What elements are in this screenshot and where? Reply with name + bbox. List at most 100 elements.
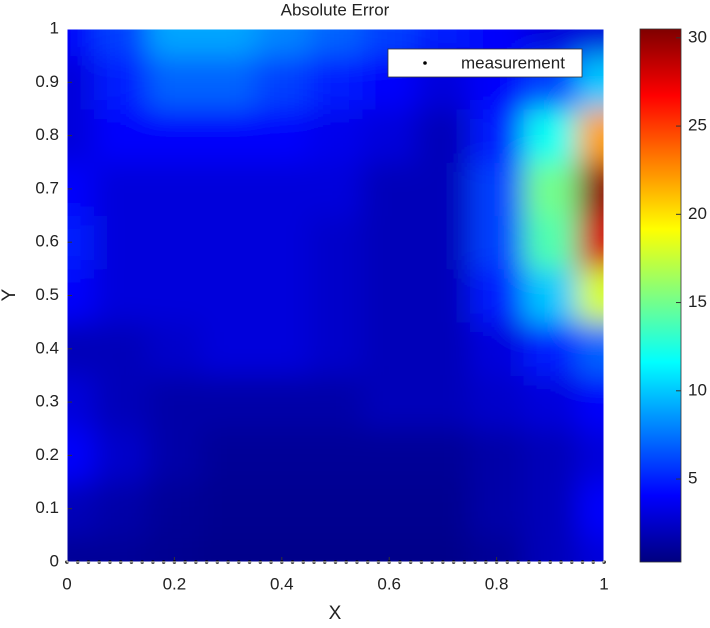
colorbar-tick-label: 25 <box>688 116 707 135</box>
cell <box>254 108 310 163</box>
cell <box>254 482 310 536</box>
y-tick-label: 0.7 <box>35 178 59 197</box>
cell <box>362 375 417 430</box>
legend-box <box>387 48 583 78</box>
x-axis-label: X <box>329 603 342 623</box>
cell <box>362 482 417 536</box>
cell <box>416 482 471 536</box>
cell <box>254 375 310 430</box>
cell <box>308 55 363 110</box>
cell <box>523 268 578 323</box>
cell <box>577 108 604 163</box>
cell <box>254 29 310 57</box>
legend: measurement <box>387 48 583 78</box>
cell <box>254 215 310 270</box>
cell <box>416 428 471 483</box>
x-tick-label: 1 <box>599 574 608 593</box>
colorbar-tick-label: 5 <box>688 469 697 488</box>
cell <box>577 215 604 270</box>
cell <box>577 55 604 110</box>
cell <box>362 268 417 323</box>
cell <box>201 322 256 376</box>
cell <box>362 215 417 270</box>
cell <box>308 428 363 483</box>
cell <box>147 375 202 430</box>
cell <box>93 535 149 562</box>
cell <box>308 322 363 376</box>
cell <box>93 55 149 110</box>
cell <box>254 268 310 323</box>
cell <box>201 535 256 562</box>
cell <box>201 162 256 217</box>
colorbar-tick-label: 20 <box>688 204 707 223</box>
cell <box>469 428 524 483</box>
cell <box>67 535 95 562</box>
cell <box>308 268 363 323</box>
cell <box>523 428 578 483</box>
cell <box>93 482 149 536</box>
cell <box>469 29 524 57</box>
cell <box>147 108 202 163</box>
cell <box>362 322 417 376</box>
cell <box>254 322 310 376</box>
y-axis-label: Y <box>0 288 20 301</box>
cell <box>416 162 471 217</box>
cell <box>147 215 202 270</box>
cell <box>93 268 149 323</box>
cell <box>147 55 202 110</box>
y-tick-label: 0.3 <box>35 392 59 411</box>
y-tick-label: 0.1 <box>35 498 59 517</box>
y-tick-label: 1 <box>50 18 59 37</box>
cell <box>147 322 202 376</box>
y-tick-label: 0.5 <box>35 285 59 304</box>
legend-marker <box>423 61 427 65</box>
cell <box>93 215 149 270</box>
cells <box>67 29 604 562</box>
cell <box>523 162 578 217</box>
cell <box>254 428 310 483</box>
cell <box>577 322 604 376</box>
cell <box>523 215 578 270</box>
legend-label: measurement <box>461 53 565 72</box>
colorbar-tick-label: 30 <box>688 27 707 46</box>
cell <box>201 268 256 323</box>
cell <box>469 108 524 163</box>
cell <box>523 375 578 430</box>
y-tick-label: 0.8 <box>35 125 59 144</box>
cell <box>308 108 363 163</box>
cell <box>362 428 417 483</box>
cell <box>362 162 417 217</box>
cell <box>254 55 310 110</box>
colorbar-tick-label: 10 <box>688 380 707 399</box>
cell <box>93 162 149 217</box>
colorbar <box>639 28 682 563</box>
cell <box>416 268 471 323</box>
cell <box>147 428 202 483</box>
cell <box>147 268 202 323</box>
x-tick-label: 0.4 <box>270 574 294 593</box>
colorbar-tick-label: 15 <box>688 292 707 311</box>
cell <box>362 108 417 163</box>
cell <box>93 29 149 57</box>
cell <box>577 268 604 323</box>
cell <box>469 215 524 270</box>
cell <box>147 29 202 57</box>
chart-title: Absolute Error <box>281 0 390 19</box>
cell <box>201 215 256 270</box>
y-tick-label: 0.9 <box>35 72 59 91</box>
cell <box>416 322 471 376</box>
cell <box>523 108 578 163</box>
y-tick-label: 0 <box>50 551 59 570</box>
plot-frame <box>66 28 605 563</box>
y-tick-label: 0.4 <box>35 338 59 357</box>
cell <box>523 322 578 376</box>
cell <box>416 535 471 562</box>
cell <box>577 162 604 217</box>
cell <box>308 162 363 217</box>
cell <box>201 29 256 57</box>
cell <box>308 482 363 536</box>
cell <box>201 55 256 110</box>
cell <box>308 375 363 430</box>
cell <box>577 29 604 57</box>
cell <box>416 108 471 163</box>
